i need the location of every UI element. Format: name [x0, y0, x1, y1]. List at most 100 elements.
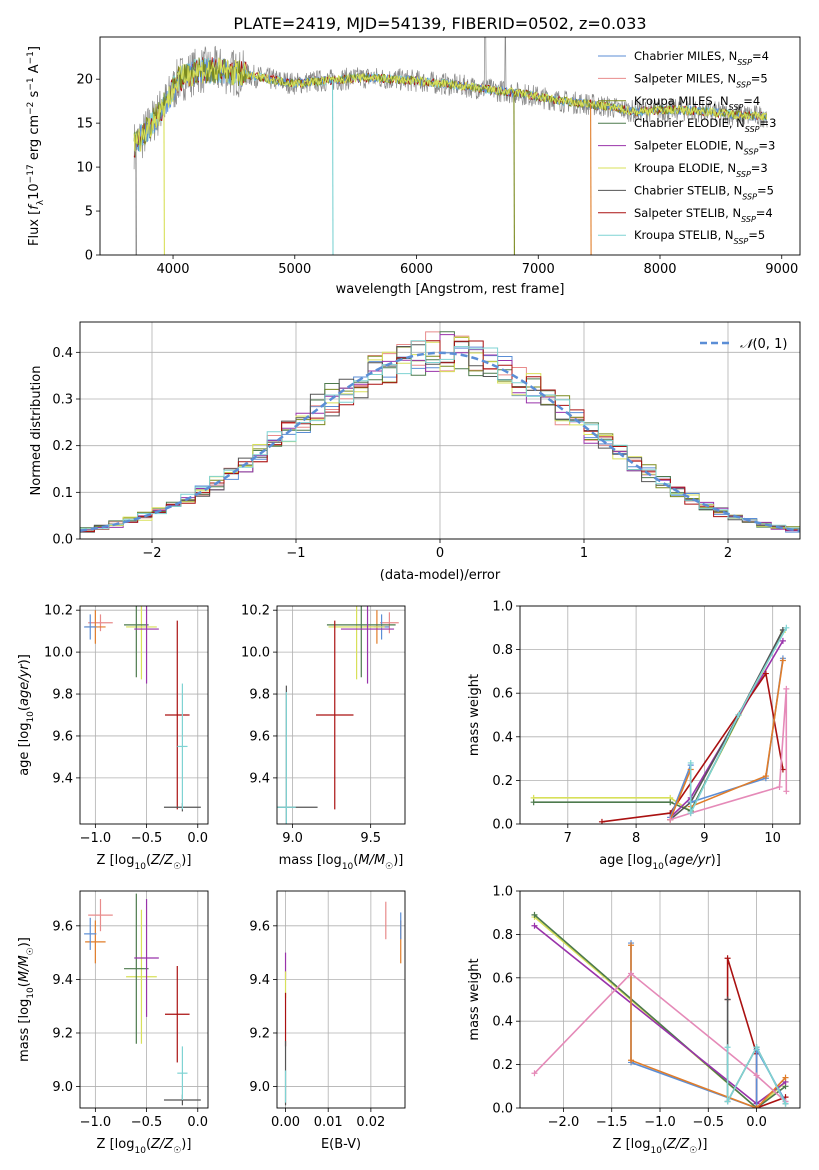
- axis-label-part: )]: [17, 937, 32, 947]
- y-tick-label: 0.2: [492, 774, 513, 789]
- weight-marker: [762, 773, 769, 780]
- axis-label-part: )]: [393, 853, 403, 868]
- legend-entry: Kroupa MILES, NSSP=4: [634, 94, 760, 112]
- y-tick-label: 0.4: [52, 346, 73, 361]
- error-bar: [88, 899, 113, 932]
- axes-frame: [79, 890, 209, 1109]
- axis-label-part: (: [146, 1137, 151, 1152]
- weight_vs_z-axes: −2.0 −1.5 −1.0 −0.5 0.0 0.0 0.2 0.4 0.6 0.8 1.0 mas…: [467, 885, 801, 1156]
- legend-nssp: =4: [756, 206, 773, 220]
- axes-frame: [519, 605, 801, 825]
- legend-nssp: =3: [751, 161, 768, 175]
- y-tick-label: 9.4: [52, 771, 73, 786]
- axis-label-part: Z [log: [97, 1137, 135, 1152]
- weight-marker: [531, 911, 538, 918]
- chart-layer: 4000 5000 6000 7000 8000 900005101520waveleng…: [17, 36, 801, 1156]
- error-bar: [84, 614, 97, 640]
- weight-marker: [783, 788, 790, 795]
- y-tick-label: 0.0: [492, 1102, 513, 1117]
- legend-entry: Kroupa ELODIE, NSSP=3: [634, 161, 768, 179]
- x-tick-label: 7: [564, 831, 572, 846]
- legend-series-name: Salpeter MILES, N: [634, 71, 736, 85]
- legend-sub: SSP: [736, 80, 751, 89]
- weight-line: [689, 627, 788, 814]
- error-bar: [124, 606, 149, 678]
- error-bars: [284, 901, 402, 1106]
- x-tick-label: 9: [700, 831, 708, 846]
- error-bar: [326, 606, 396, 678]
- axis-label-part: Z/Z: [150, 853, 174, 868]
- error-bar: [134, 899, 159, 1017]
- y-tick-label: 15: [76, 117, 93, 132]
- weight-marker: [783, 685, 790, 692]
- legend-series-name: Chabrier STELIB, N: [634, 183, 742, 197]
- axis-label-part: Z/Z: [666, 1137, 690, 1152]
- axis-label-part: 10: [134, 1146, 146, 1156]
- error-bar: [164, 620, 190, 810]
- weight_vs_age-axes: 7 8 9 10 0.0 0.2 0.4 0.6 0.8 1.0 mass weight age [l…: [467, 600, 801, 872]
- axis-label-part: −17: [26, 164, 36, 183]
- legend-sub: SSP: [741, 214, 756, 223]
- y-tick-label: 9.8: [52, 688, 73, 703]
- axis-label-part: age/yr: [17, 663, 32, 706]
- axis-label-part: mass [log: [279, 853, 342, 868]
- weight-marker: [753, 1105, 760, 1108]
- axis-label-part: )]: [181, 1137, 191, 1152]
- histograms: [80, 331, 800, 533]
- error-bar: [380, 612, 399, 634]
- weight-marker: [724, 996, 731, 1003]
- axis-label-part: Z/Z: [150, 1137, 174, 1152]
- y-tick-label: 1.0: [492, 885, 513, 900]
- x-tick-label: 10: [764, 831, 781, 846]
- legend-sub: SSP: [737, 58, 752, 67]
- axis-label-part: A: [27, 64, 42, 77]
- legend-series-name: Salpeter STELIB, N: [634, 206, 741, 220]
- spectrum-traces: [133, 37, 768, 255]
- x-tick-label: −1.0: [644, 1115, 676, 1130]
- weight-marker: [531, 922, 538, 929]
- axes-frame: [79, 321, 801, 540]
- error-bar: [316, 620, 354, 810]
- mass_vs_z-axes: −1.0 −0.5 0.09.09.29.49.6Z [log10(Z/Z☉)]ma…: [17, 890, 209, 1156]
- x-tick-label: −0.5: [131, 831, 163, 846]
- legend-nssp: =5: [757, 183, 774, 197]
- weight-lines: [531, 911, 789, 1108]
- legend-series-name: Kroupa MILES, N: [634, 94, 729, 108]
- y-tick-label: 10.2: [44, 604, 73, 619]
- y-axis-label: mass weight: [467, 958, 482, 1040]
- weight-series: [667, 685, 790, 823]
- error-bar: [126, 606, 157, 680]
- axis-label-part: age/yr: [669, 853, 712, 868]
- axis-label-part: M/M: [358, 853, 385, 868]
- y-tick-label: 9.6: [52, 729, 73, 744]
- x-axis-label: E(B-V): [321, 1137, 361, 1152]
- y-tick-label: 0: [85, 249, 93, 264]
- axis-label-part: (: [17, 982, 32, 987]
- axis-label-part: 10: [26, 711, 36, 723]
- axis-label-part: Z [log: [97, 853, 135, 868]
- x-tick-label: 0.01: [314, 1115, 343, 1130]
- x-tick-label: −0.5: [131, 1115, 163, 1130]
- x-tick-label: 1: [580, 546, 588, 561]
- age_vs_z-axes: −1.0 −0.5 0.09.49.69.810.010.2Z [log10(Z/Z…: [17, 604, 209, 872]
- error-bar: [88, 614, 113, 632]
- legend-entry: Salpeter MILES, NSSP=5: [634, 71, 768, 89]
- normal-curve: [80, 351, 800, 533]
- axis-label-part: )]: [17, 654, 32, 664]
- y-tick-label: 0.1: [52, 486, 73, 501]
- model-spectrum: [133, 57, 768, 153]
- legend-entry: Chabrier ELODIE, NSSP=3: [634, 116, 776, 134]
- weight-series: [724, 1044, 789, 1107]
- y-tick-label: 0.2: [52, 439, 73, 454]
- axis-label-part: )]: [181, 853, 191, 868]
- axis-label-part: age [log: [17, 723, 32, 776]
- error-bar: [341, 606, 395, 684]
- error-bar: [277, 691, 296, 824]
- spectrum-axes: 4000 5000 6000 7000 8000 9000 0 5 10 15 20 waveleng…: [26, 36, 801, 297]
- x-tick-label: 0.0: [187, 1115, 208, 1130]
- y-tick-label: 10.0: [44, 646, 73, 661]
- weight-marker: [687, 759, 694, 766]
- axis-label-part: λ: [36, 199, 46, 205]
- x-tick-label: 0.0: [746, 1115, 767, 1130]
